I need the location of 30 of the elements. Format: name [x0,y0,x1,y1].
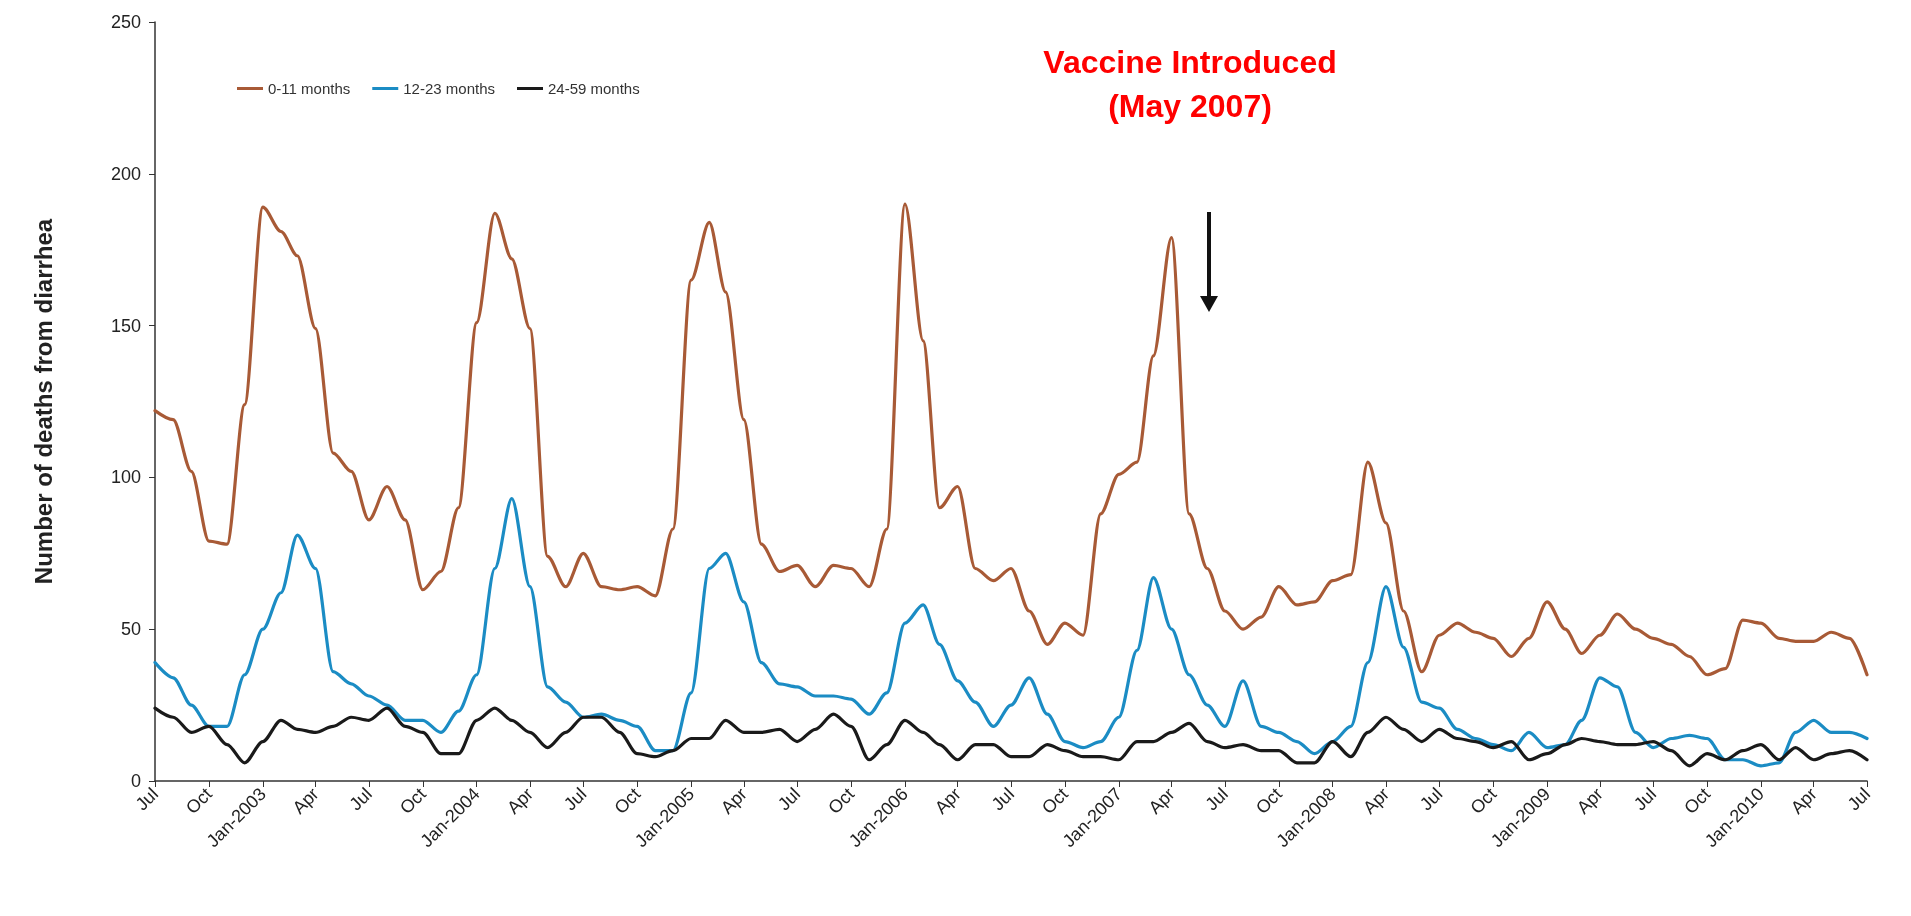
line-series [153,497,1869,768]
x-tick-label: Apr [503,783,538,818]
line-series [153,202,1869,677]
x-tick-label: Apr [716,783,751,818]
x-tick-label: Apr [1144,783,1179,818]
line-series [153,706,1869,768]
y-tick-label: 50 [120,619,141,640]
y-tick-label: 200 [110,163,141,184]
x-tick-label: Apr [288,783,323,818]
x-tick-label: Jul [345,783,376,815]
x-tick-label: Jul [1201,783,1232,815]
y-tick-label: 150 [110,315,141,336]
legend-label: 24-59 months [547,80,640,97]
legend-label: 12-23 months [403,80,495,97]
legend-label: 0-11 months [268,80,351,97]
x-tick-label: Jul [559,783,591,815]
y-tick-label: 250 [110,12,141,32]
x-tick-label: Jul [1629,783,1661,815]
x-tick-label: Apr [1572,783,1607,818]
x-tick-label: Apr [930,783,965,818]
x-tick-label: Jul [1843,783,1875,815]
x-tick-label: Jul [987,783,1019,815]
y-tick-label: 100 [110,467,141,488]
x-tick-label: Jul [1415,783,1447,815]
y-axis-title: Number of deaths from diarrhea [29,218,57,585]
x-tick-label: Jul [773,783,805,815]
x-tick-label: Apr [1786,783,1821,818]
x-tick-label: Apr [1359,783,1394,818]
y-tick-label: 0 [130,771,141,791]
annotation: Vaccine Introduced (May 2007) [1043,44,1337,124]
